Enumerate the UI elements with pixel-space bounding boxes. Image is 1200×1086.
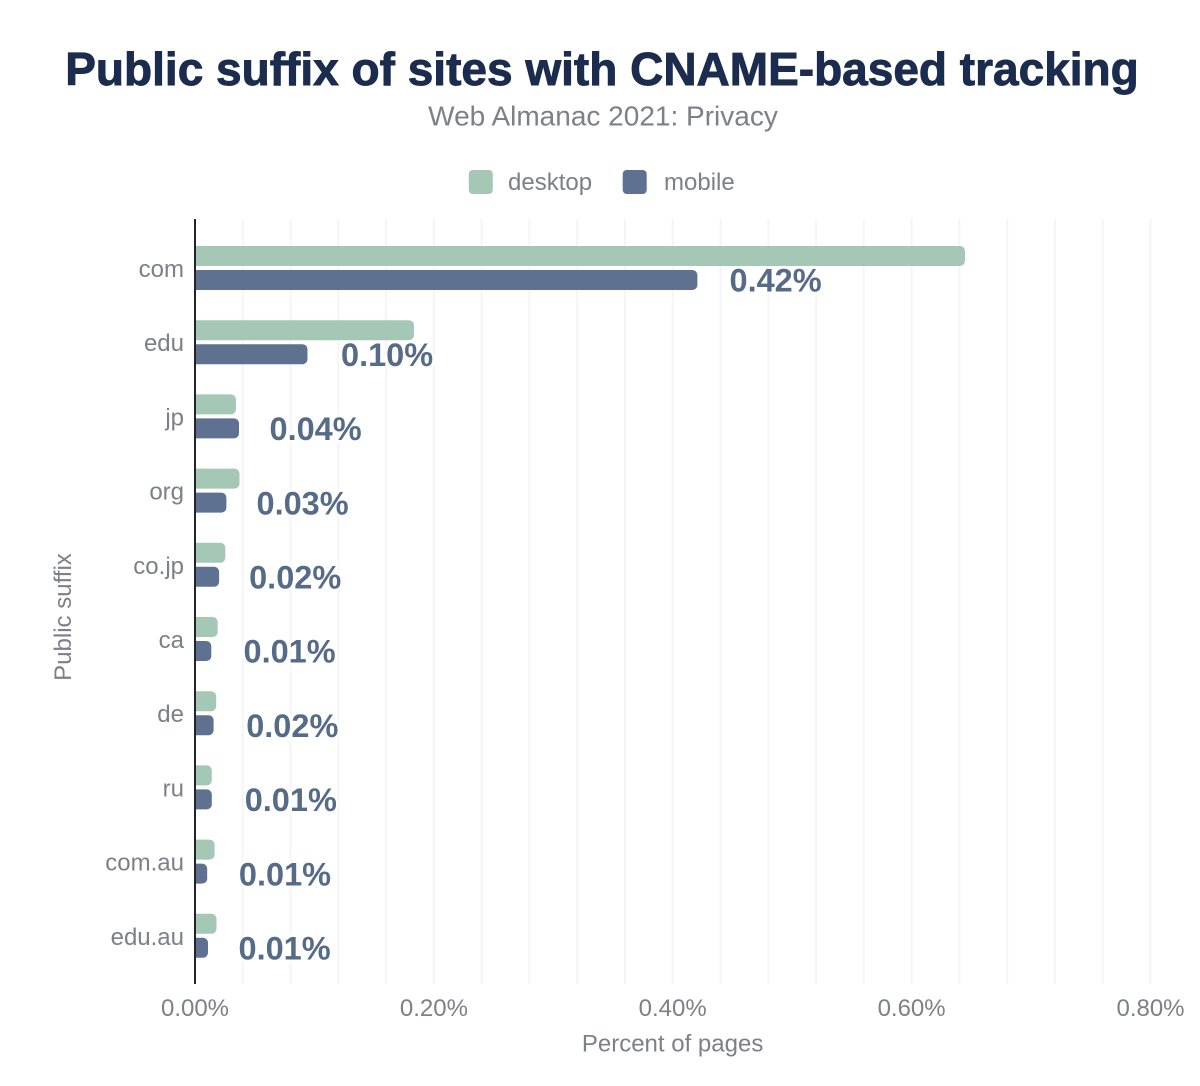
svg-text:jp: jp	[164, 404, 184, 431]
svg-text:0.01%: 0.01%	[244, 634, 336, 670]
svg-text:0.04%: 0.04%	[270, 411, 362, 447]
svg-text:desktop: desktop	[508, 169, 592, 196]
svg-text:0.40%: 0.40%	[639, 995, 707, 1022]
svg-text:mobile: mobile	[664, 169, 735, 196]
svg-text:0.80%: 0.80%	[1116, 995, 1184, 1022]
svg-text:Web Almanac 2021: Privacy: Web Almanac 2021: Privacy	[428, 101, 778, 132]
svg-text:ru: ru	[163, 775, 184, 802]
svg-text:de: de	[157, 701, 184, 728]
svg-text:0.10%: 0.10%	[341, 337, 433, 373]
svg-text:Public suffix of sites with CN: Public suffix of sites with CNAME-based …	[65, 43, 1139, 95]
svg-text:0.02%: 0.02%	[246, 708, 338, 744]
svg-text:co.jp: co.jp	[133, 553, 184, 580]
svg-text:0.03%: 0.03%	[257, 485, 349, 521]
svg-text:edu: edu	[144, 330, 184, 357]
svg-text:com: com	[139, 256, 184, 283]
svg-text:ca: ca	[159, 627, 185, 654]
svg-text:0.00%: 0.00%	[161, 995, 229, 1022]
svg-text:0.42%: 0.42%	[730, 263, 822, 299]
svg-text:0.01%: 0.01%	[245, 782, 337, 818]
svg-text:0.60%: 0.60%	[878, 995, 946, 1022]
svg-text:0.20%: 0.20%	[400, 995, 468, 1022]
svg-text:Percent of pages: Percent of pages	[582, 1031, 763, 1058]
svg-text:com.au: com.au	[105, 850, 184, 877]
svg-text:0.02%: 0.02%	[249, 560, 341, 596]
svg-text:0.01%: 0.01%	[239, 856, 331, 892]
svg-text:0.01%: 0.01%	[239, 931, 331, 967]
svg-text:org: org	[149, 479, 184, 506]
svg-text:Public suffix: Public suffix	[50, 553, 77, 681]
svg-text:edu.au: edu.au	[111, 924, 184, 951]
